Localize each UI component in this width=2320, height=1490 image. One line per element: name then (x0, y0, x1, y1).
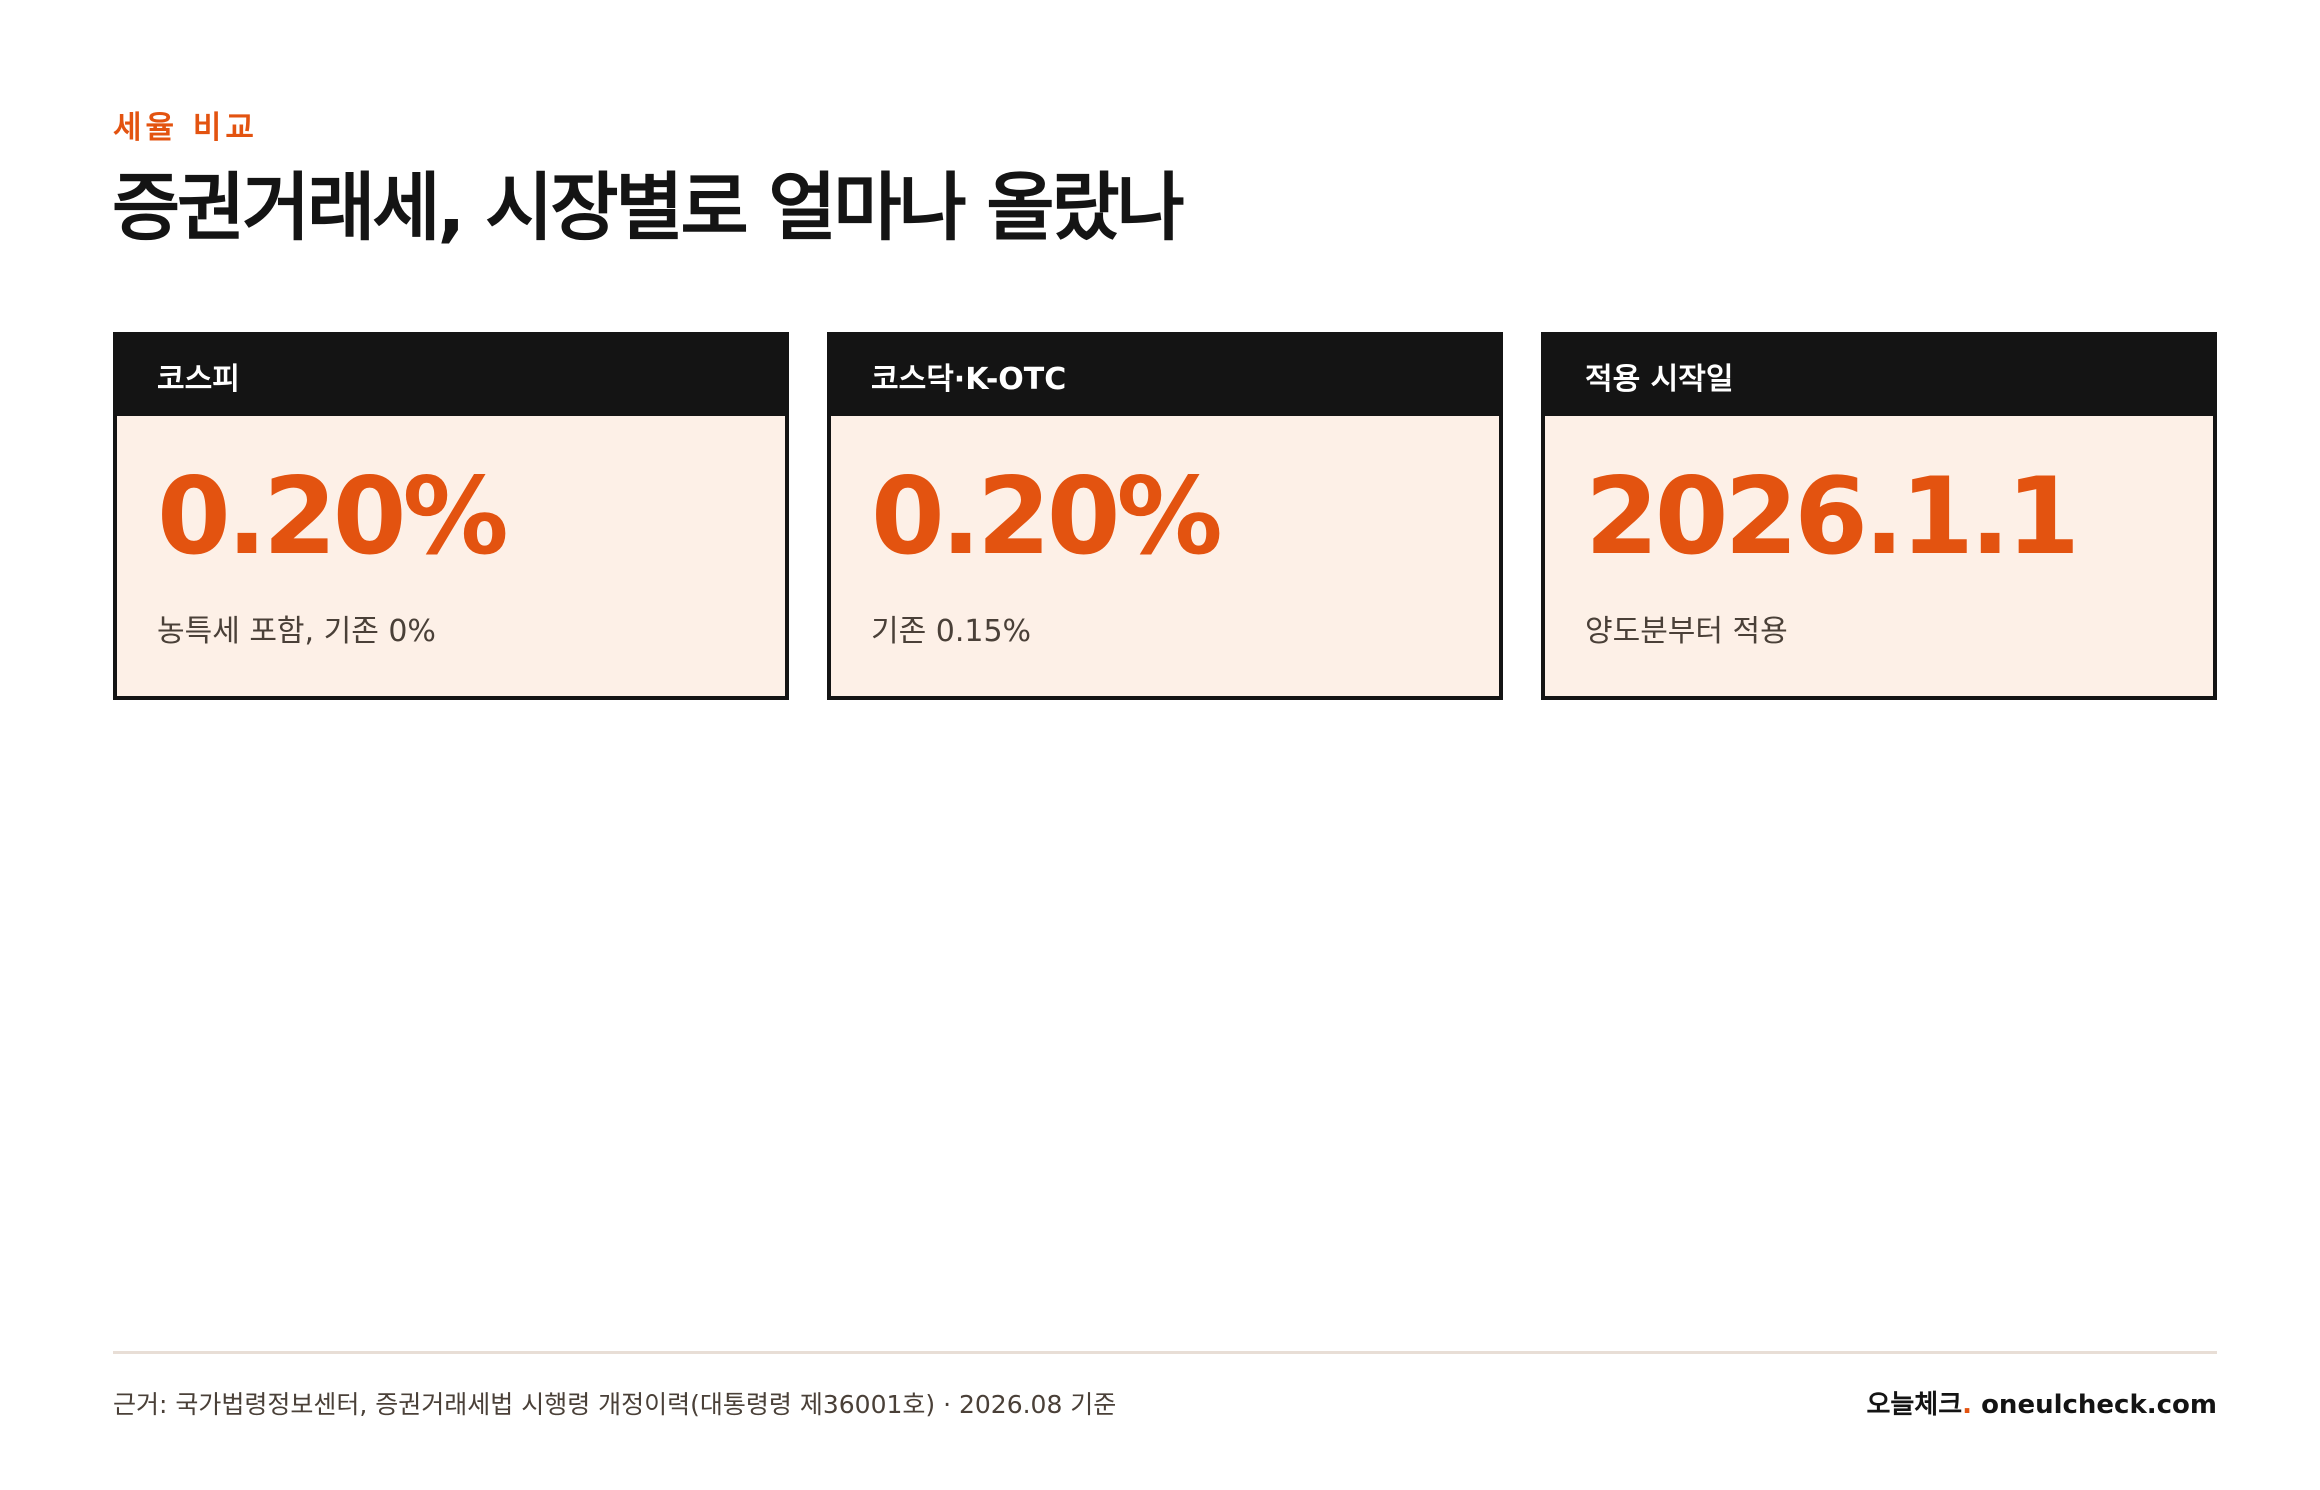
card-value: 0.20% (871, 455, 1223, 578)
card-value: 2026.1.1 (1585, 455, 2080, 578)
footer-divider (113, 1351, 2217, 1354)
stat-cards: 코스피 0.20% 농특세 포함, 기존 0% 코스닥·K-OTC 0.20% … (113, 332, 2217, 700)
brand-signature: 오늘체크. oneulcheck.com (1866, 1384, 2217, 1421)
stat-card-start-date: 적용 시작일 2026.1.1 양도분부터 적용 (1541, 332, 2217, 700)
stat-card-kospi: 코스피 0.20% 농특세 포함, 기존 0% (113, 332, 789, 700)
card-value: 0.20% (157, 455, 509, 578)
brand-dot: . (1962, 1390, 1973, 1420)
section-eyebrow: 세율 비교 (113, 110, 258, 146)
card-header: 코스피 (117, 336, 785, 416)
brand-domain: oneulcheck.com (1972, 1390, 2217, 1420)
stat-card-kosdaq: 코스닥·K-OTC 0.20% 기존 0.15% (827, 332, 1503, 700)
card-note: 양도분부터 적용 (1585, 614, 1788, 649)
source-note: 근거: 국가법령정보센터, 증권거래세법 시행령 개정이력(대통령령 제3600… (113, 1390, 1117, 1419)
page-title: 증권거래세, 시장별로 얼마나 올랐나 (112, 165, 1185, 251)
card-note: 기존 0.15% (871, 614, 1032, 649)
card-note: 농특세 포함, 기존 0% (157, 614, 436, 649)
brand-name: 오늘체크 (1866, 1390, 1963, 1420)
card-header: 코스닥·K-OTC (831, 336, 1499, 416)
card-header: 적용 시작일 (1545, 336, 2213, 416)
